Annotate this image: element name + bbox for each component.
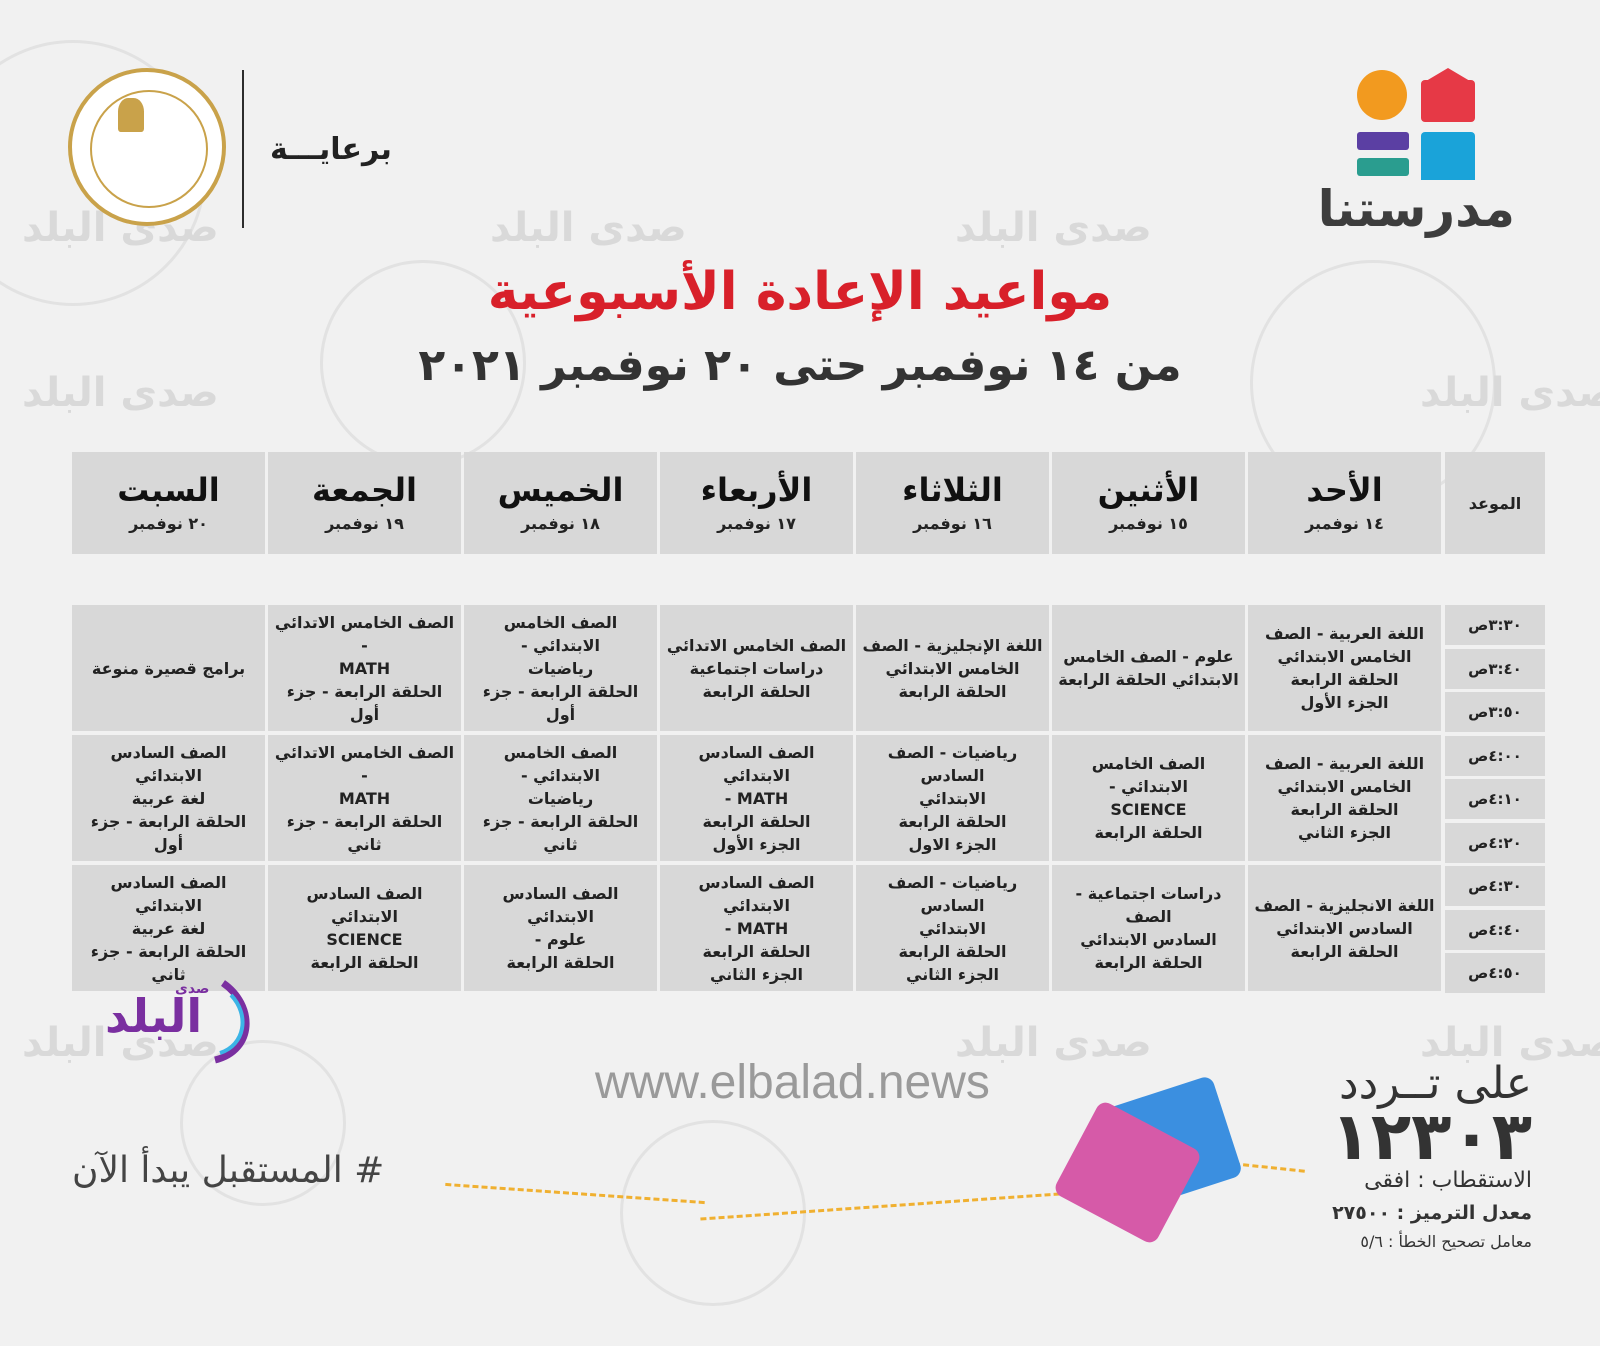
time-slot: ٤:٤٠ص xyxy=(1445,909,1545,950)
time-slot: ٣:٥٠ص xyxy=(1445,692,1545,732)
watermark: صدى البلد xyxy=(1420,1020,1600,1066)
program-cell: اللغة العربية - الصف الخامس الابتدائي ال… xyxy=(1248,735,1441,861)
program-cell: الصف الخامس الاتدائي - MATH الحلقة الراب… xyxy=(268,605,461,731)
seal-ring xyxy=(90,90,208,208)
program-cell: الصف الخامس الابتدائي - رياضيات الحلقة ا… xyxy=(464,735,657,861)
books-illustration xyxy=(1052,1074,1244,1246)
day-date: ١٦ نوفمبر xyxy=(913,514,992,534)
elbalad-logo-graphic xyxy=(213,980,250,1064)
time-slot: ٤:٥٠ص xyxy=(1445,953,1545,993)
time-slot: ٤:٠٠ص xyxy=(1445,735,1545,776)
program-cell: الصف السادس الابتدائي لغة عربية الحلقة ا… xyxy=(72,735,265,861)
brand-name: مدرستنا xyxy=(1317,180,1515,238)
website-url[interactable]: www.elbalad.news xyxy=(595,1056,990,1109)
program-cell: دراسات اجتماعية - الصف السادس الابتدائي … xyxy=(1052,865,1245,991)
page-subtitle: من ١٤ نوفمبر حتى ٢٠ نوفمبر ٢٠٢١ xyxy=(418,340,1182,391)
program-cell: الصف السادس الابتدائي لغة عربية الحلقة ا… xyxy=(72,865,265,991)
logo-purple-bar xyxy=(1357,132,1409,150)
elbalad-logo: صدى البلد xyxy=(105,975,265,1069)
day-name: الأثنين xyxy=(1097,470,1200,509)
fec-rate: معامل تصحيح الخطأ : ٥/٦ xyxy=(1360,1232,1532,1251)
time-slot: ٣:٤٠ص xyxy=(1445,648,1545,689)
day-name: الأربعاء xyxy=(700,470,813,509)
program-cell: الصف السادس الابتدائي علوم - الحلقة الرا… xyxy=(464,865,657,991)
day-header-4: الخميس ١٨ نوفمبر xyxy=(464,452,657,554)
program-cell: الصف الخامس الاتدائي - MATH الحلقة الراب… xyxy=(268,735,461,861)
day-name: الخميس xyxy=(497,470,624,509)
day-name: الجمعة xyxy=(312,470,417,509)
program-cell: علوم - الصف الخامس الابتدائي الحلقة الرا… xyxy=(1052,605,1245,731)
watermark: صدى البلد xyxy=(1420,370,1600,416)
program-cell: اللغة الإنجليزية - الصف الخامس الابتدائي… xyxy=(856,605,1049,731)
day-date: ١٧ نوفمبر xyxy=(717,514,796,534)
logo-orange-circle xyxy=(1357,70,1407,120)
program-cell: اللغة الانجليزية - الصف السادس الابتدائي… xyxy=(1248,865,1441,991)
watermark: صدى البلد xyxy=(22,1020,219,1066)
time-slot: ٤:٣٠ص xyxy=(1445,866,1545,906)
program-cell: رياضيات - الصف السادس الابتدائي الحلقة ا… xyxy=(856,865,1049,991)
madrasatna-logo xyxy=(1355,68,1515,243)
program-cell: الصف الخامس الابتدائي - SCIENCE الحلقة ا… xyxy=(1052,735,1245,861)
time-column-header: الموعد xyxy=(1445,452,1545,554)
program-cell: اللغة العربية - الصف الخامس الابتدائي ال… xyxy=(1248,605,1441,731)
day-date: ١٩ نوفمبر xyxy=(325,514,404,534)
frequency-value: ١٢٣٠٣ xyxy=(1330,1098,1532,1175)
day-date: ١٨ نوفمبر xyxy=(521,514,600,534)
program-cell: الصف الخامس الاتدائي دراسات اجتماعية الح… xyxy=(660,605,853,731)
time-slot: ٣:٣٠ص xyxy=(1445,605,1545,645)
program-cell: برامج قصيرة منوعة xyxy=(72,605,265,731)
day-header-6: السبت ٢٠ نوفمبر xyxy=(72,452,265,554)
day-name: الثلاثاء xyxy=(902,470,1003,509)
day-name: الأحد xyxy=(1306,470,1383,509)
day-name: السبت xyxy=(117,470,220,509)
logo-blue-bookmark xyxy=(1421,132,1475,180)
program-cell: رياضيات - الصف السادس الابتدائي الحلقة ا… xyxy=(856,735,1049,861)
symbol-rate: معدل الترميز : ٢٧٥٠٠ xyxy=(1332,1202,1532,1224)
program-cell: الصف الخامس الابتدائي - رياضيات الحلقة ا… xyxy=(464,605,657,731)
ministry-seal-logo xyxy=(68,68,226,226)
watermark: صدى البلد xyxy=(955,205,1152,251)
logo-red-house xyxy=(1421,80,1475,122)
program-cell: الصف السادس الابتدائي MATH - الحلقة الرا… xyxy=(660,735,853,861)
day-date: ١٤ نوفمبر xyxy=(1305,514,1384,534)
watermark: صدى البلد xyxy=(22,370,219,416)
hashtag: # المستقبل يبدأ الآن xyxy=(72,1150,385,1191)
day-header-3: الأربعاء ١٧ نوفمبر xyxy=(660,452,853,554)
day-header-1: الأثنين ١٥ نوفمبر xyxy=(1052,452,1245,554)
time-slot: ٤:١٠ص xyxy=(1445,779,1545,819)
sponsor-label: برعايـــة xyxy=(270,132,392,167)
elbalad-logo-small-text: صدى xyxy=(175,981,210,997)
day-date: ٢٠ نوفمبر xyxy=(129,514,208,534)
polarization: الاستقطاب : افقى xyxy=(1364,1168,1532,1193)
divider xyxy=(242,70,244,228)
frequency-label: على تــردد xyxy=(1339,1058,1532,1109)
watermark: صدى البلد xyxy=(955,1020,1152,1066)
page-title: مواعيد الإعادة الأسبوعية xyxy=(487,262,1113,322)
program-cell: الصف السادس الابتدائي SCIENCE الحلقة الر… xyxy=(268,865,461,991)
eagle-icon xyxy=(118,98,144,132)
logo-red-roof xyxy=(1421,68,1475,84)
day-header-2: الثلاثاء ١٦ نوفمبر xyxy=(856,452,1049,554)
time-slot: ٤:٢٠ص xyxy=(1445,822,1545,863)
program-cell: الصف السادس الابتدائي MATH - الحلقة الرا… xyxy=(660,865,853,991)
background-doodle xyxy=(620,1120,806,1306)
day-date: ١٥ نوفمبر xyxy=(1109,514,1188,534)
logo-green-bar xyxy=(1357,158,1409,176)
day-header-0: الأحد ١٤ نوفمبر xyxy=(1248,452,1441,554)
watermark: صدى البلد xyxy=(490,205,687,251)
elbalad-logo-text: البلد xyxy=(105,989,203,1043)
background-doodle xyxy=(180,1040,346,1206)
day-header-5: الجمعة ١٩ نوفمبر xyxy=(268,452,461,554)
